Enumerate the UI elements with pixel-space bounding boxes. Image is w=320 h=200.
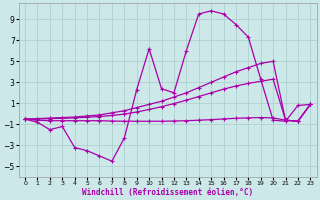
X-axis label: Windchill (Refroidissement éolien,°C): Windchill (Refroidissement éolien,°C)	[82, 188, 253, 197]
